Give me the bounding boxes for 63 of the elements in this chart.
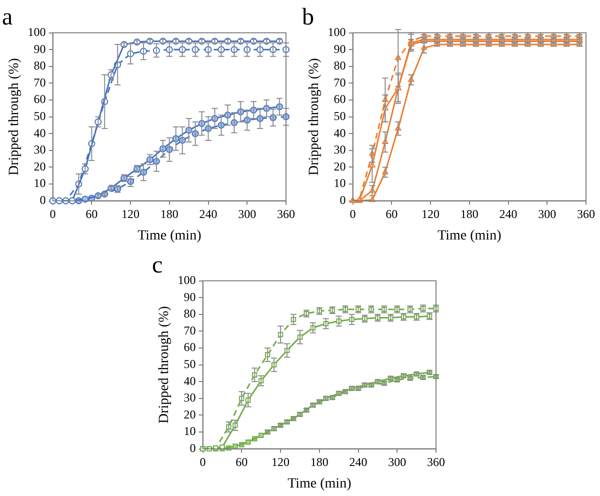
y-tick-label: 70 <box>34 75 46 90</box>
y-tick-label: 20 <box>334 159 346 174</box>
y-tick-label: 100 <box>328 24 346 39</box>
y-tick-label: 80 <box>334 58 346 73</box>
x-tick-label: 60 <box>236 455 248 470</box>
y-tick-label: 0 <box>340 192 346 207</box>
x-tick-label: 360 <box>577 207 595 222</box>
x-axis-title: Time (min) <box>438 228 502 244</box>
y-tick-label: 90 <box>184 290 196 304</box>
y-tick-label: 10 <box>34 176 46 190</box>
y-tick-label: 100 <box>178 272 196 287</box>
x-tick-label: 120 <box>122 207 140 222</box>
y-tick-label: 30 <box>34 142 46 157</box>
y-axis-title: Dripped through (%) <box>157 306 172 424</box>
y-tick-label: 50 <box>334 108 346 123</box>
y-tick-label: 10 <box>334 176 346 190</box>
y-tick-label: 100 <box>28 24 46 39</box>
y-tick-label: 10 <box>184 424 196 438</box>
y-tick-label: 80 <box>184 306 196 321</box>
x-axis-title: Time (min) <box>138 228 202 244</box>
y-tick-label: 70 <box>334 75 346 90</box>
y-tick-label: 40 <box>334 126 346 140</box>
y-tick-label: 90 <box>34 42 46 56</box>
y-tick-label: 50 <box>34 108 46 123</box>
chart-title: c <box>152 252 163 279</box>
chart-title: b <box>302 4 314 31</box>
x-tick-label: 360 <box>427 455 445 470</box>
y-tick-label: 60 <box>34 92 46 106</box>
y-tick-label: 20 <box>184 407 196 422</box>
x-tick-label: 180 <box>310 455 328 470</box>
x-tick-label: 240 <box>199 207 218 222</box>
y-tick-label: 30 <box>334 142 346 157</box>
x-axis-title: Time (min) <box>288 476 352 492</box>
y-tick-label: 30 <box>184 390 196 405</box>
x-tick-label: 180 <box>460 207 478 222</box>
x-tick-label: 0 <box>350 207 356 222</box>
x-tick-label: 0 <box>200 455 206 470</box>
y-tick-label: 0 <box>190 440 196 455</box>
x-tick-label: 240 <box>499 207 518 222</box>
y-tick-label: 60 <box>334 92 346 106</box>
x-tick-label: 60 <box>386 207 398 222</box>
x-tick-label: 120 <box>422 207 440 222</box>
y-tick-label: 70 <box>184 323 196 338</box>
y-axis-title: Dripped through (%) <box>7 58 22 176</box>
x-tick-label: 360 <box>277 207 295 222</box>
chart-title: a <box>2 4 13 31</box>
x-tick-label: 240 <box>349 455 368 470</box>
y-tick-label: 80 <box>34 58 46 73</box>
x-tick-label: 0 <box>50 207 56 222</box>
x-tick-label: 60 <box>86 207 98 222</box>
x-tick-label: 120 <box>272 455 290 470</box>
y-tick-label: 60 <box>184 340 196 354</box>
y-tick-label: 20 <box>34 159 46 174</box>
y-tick-label: 90 <box>334 42 346 56</box>
x-tick-label: 300 <box>538 207 556 222</box>
y-tick-label: 50 <box>184 356 196 371</box>
y-tick-label: 40 <box>184 374 196 388</box>
y-axis-title: Dripped through (%) <box>307 58 322 176</box>
x-tick-label: 300 <box>238 207 256 222</box>
x-tick-label: 300 <box>388 455 406 470</box>
x-tick-label: 180 <box>160 207 178 222</box>
y-tick-label: 40 <box>34 126 46 140</box>
y-tick-label: 0 <box>40 192 46 207</box>
